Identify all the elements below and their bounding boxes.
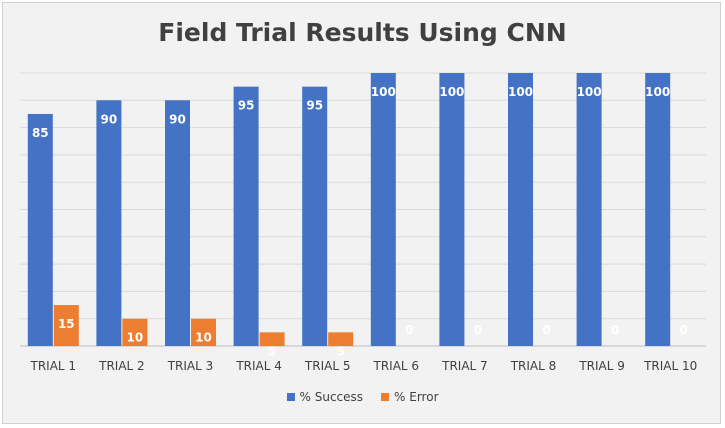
data-label: 100 [508, 85, 533, 99]
data-label: 95 [238, 99, 255, 113]
data-label: 10 [127, 331, 144, 345]
data-label: 15 [58, 317, 75, 331]
bar-success [645, 73, 671, 346]
legend-item-error: % Error [381, 390, 439, 404]
x-tick-label: TRIAL 2 [98, 359, 145, 373]
data-labels: 85 15 90 10 90 10 95 5 95 5 100 0 100 0 100 0 100 0 100 0 [32, 85, 688, 358]
bar-error [191, 318, 216, 346]
x-tick-label: TRIAL 5 [304, 359, 351, 373]
data-label: 0 [611, 323, 619, 337]
data-label: 5 [268, 344, 276, 358]
bar-success [165, 100, 190, 346]
legend: % Success % Error [0, 390, 725, 404]
x-tick-label: TRIAL 7 [441, 359, 488, 373]
bar-success [439, 73, 465, 346]
x-tick-label: TRIAL 9 [578, 359, 625, 373]
data-label: 0 [542, 323, 550, 337]
legend-item-success: % Success [286, 390, 364, 404]
data-label: 90 [169, 112, 186, 126]
chart-title: Field Trial Results Using CNN [158, 18, 567, 47]
x-tick-label: TRIAL 3 [167, 359, 214, 373]
data-label: 90 [101, 112, 118, 126]
legend-label-error: % Error [394, 390, 439, 404]
bar-error [259, 332, 285, 346]
data-label: 10 [195, 331, 212, 345]
bar-error [122, 318, 148, 346]
legend-label-success: % Success [299, 390, 364, 404]
gridlines [20, 72, 706, 347]
x-tick-label: TRIAL 6 [373, 359, 420, 373]
data-label: 85 [32, 126, 49, 140]
data-label: 95 [306, 99, 323, 113]
data-label: 100 [577, 85, 602, 99]
x-tick-label: TRIAL 4 [235, 359, 282, 373]
bars [27, 73, 671, 347]
legend-swatch-error [381, 393, 390, 401]
bar-success [302, 86, 328, 347]
x-tick-labels: TRIAL 1 TRIAL 2 TRIAL 3 TRIAL 4 TRIAL 5 TRIAL… [30, 359, 698, 373]
data-label: 100 [439, 85, 464, 99]
data-label: 5 [337, 344, 345, 358]
data-label: 0 [474, 323, 482, 337]
bar-success [233, 86, 259, 347]
legend-swatch-success [286, 393, 295, 401]
bar-success [508, 73, 533, 346]
x-tick-label: TRIAL 1 [30, 359, 77, 373]
bar-success [27, 113, 53, 346]
bar-error [53, 305, 79, 346]
data-label: 100 [645, 85, 670, 99]
data-label: 0 [680, 323, 688, 337]
bar-error [328, 332, 354, 346]
data-label: 100 [371, 85, 396, 99]
bar-success [96, 100, 122, 346]
x-tick-label: TRIAL 10 [643, 359, 697, 373]
data-label: 0 [405, 323, 413, 337]
bar-success [370, 73, 396, 346]
x-tick-label: TRIAL 8 [510, 359, 557, 373]
bar-success [576, 73, 602, 346]
